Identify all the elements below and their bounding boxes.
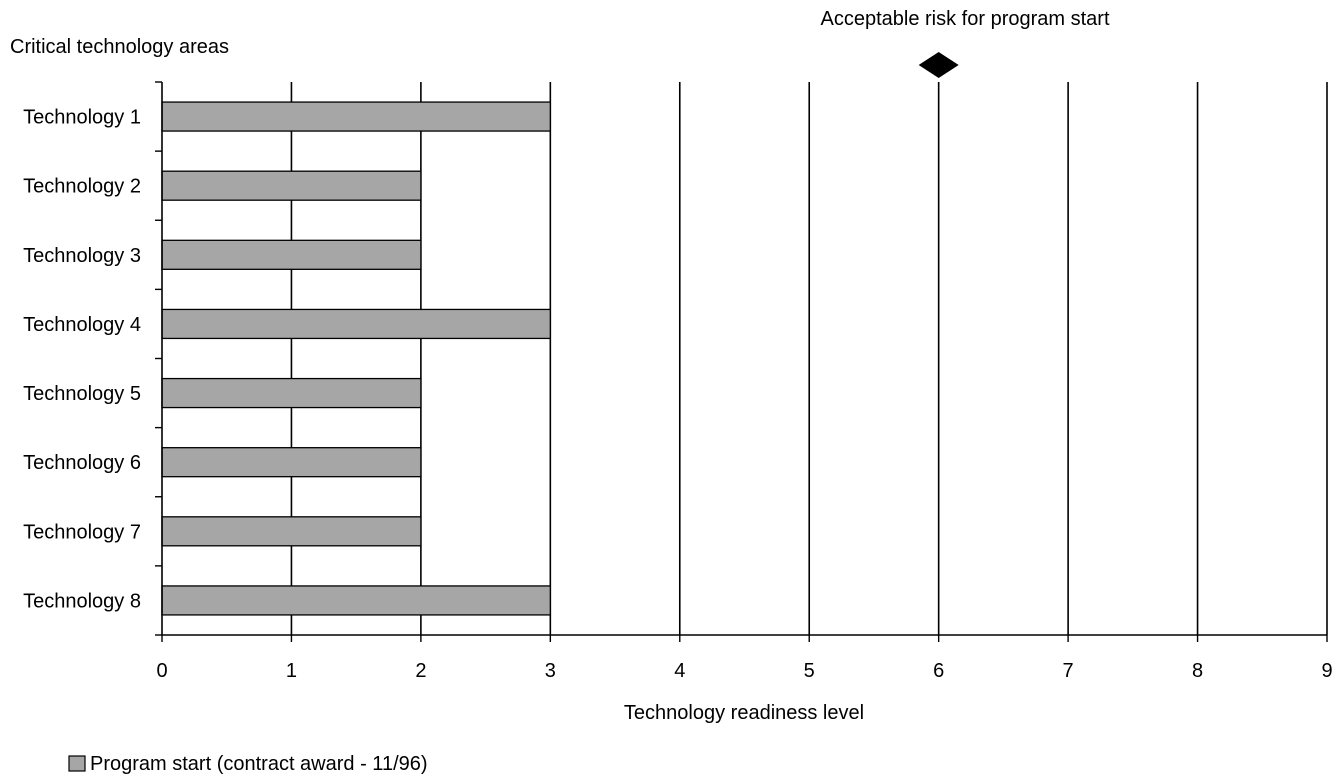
bar-technology-7 — [161, 516, 422, 547]
y-tick-label: Technology 7 — [23, 521, 141, 543]
y-tick-label: Technology 1 — [23, 107, 141, 129]
gridlines — [290, 82, 1328, 635]
y-tick-label: Technology 5 — [23, 383, 141, 405]
axes — [155, 81, 1328, 642]
legend: Program start (contract award - 11/96) — [68, 753, 428, 775]
bars — [161, 101, 551, 616]
x-tick-label-6: 6 — [933, 660, 944, 682]
legend-label: Program start (contract award - 11/96) — [90, 753, 428, 775]
x-axis-title: Technology readiness level — [624, 702, 864, 724]
bar-technology-3 — [161, 239, 422, 270]
x-tick-label-0: 0 — [156, 660, 167, 682]
x-tick-label-3: 3 — [545, 660, 556, 682]
x-tick-label-9: 9 — [1321, 660, 1332, 682]
legend-swatch — [68, 755, 86, 772]
x-tick-label-8: 8 — [1192, 660, 1203, 682]
y-tick-label: Technology 8 — [23, 590, 141, 612]
bar-technology-4 — [161, 308, 551, 340]
risk-marker-label: Acceptable risk for program start — [821, 8, 1110, 30]
x-tick-label-1: 1 — [286, 660, 297, 682]
risk-marker-diamond — [918, 52, 959, 78]
bar-technology-6 — [161, 447, 422, 478]
y-tick-label: Technology 4 — [23, 314, 141, 336]
bar-technology-1 — [161, 101, 551, 132]
x-tick-label-7: 7 — [1063, 660, 1074, 682]
bar-technology-5 — [161, 377, 422, 409]
labels: Technology 1 Technology 2 Technology 3 Tech… — [23, 107, 1332, 682]
bar-technology-8 — [161, 585, 551, 616]
x-tick-label-5: 5 — [804, 660, 815, 682]
x-tick-label-2: 2 — [415, 660, 426, 682]
bar-technology-2 — [161, 170, 422, 201]
y-tick-label: Technology 2 — [23, 176, 141, 198]
y-tick-label: Technology 3 — [23, 245, 141, 267]
x-tick-label-4: 4 — [674, 660, 685, 682]
y-tick-label: Technology 6 — [23, 452, 141, 474]
y-axis-title: Critical technology areas — [10, 36, 229, 58]
